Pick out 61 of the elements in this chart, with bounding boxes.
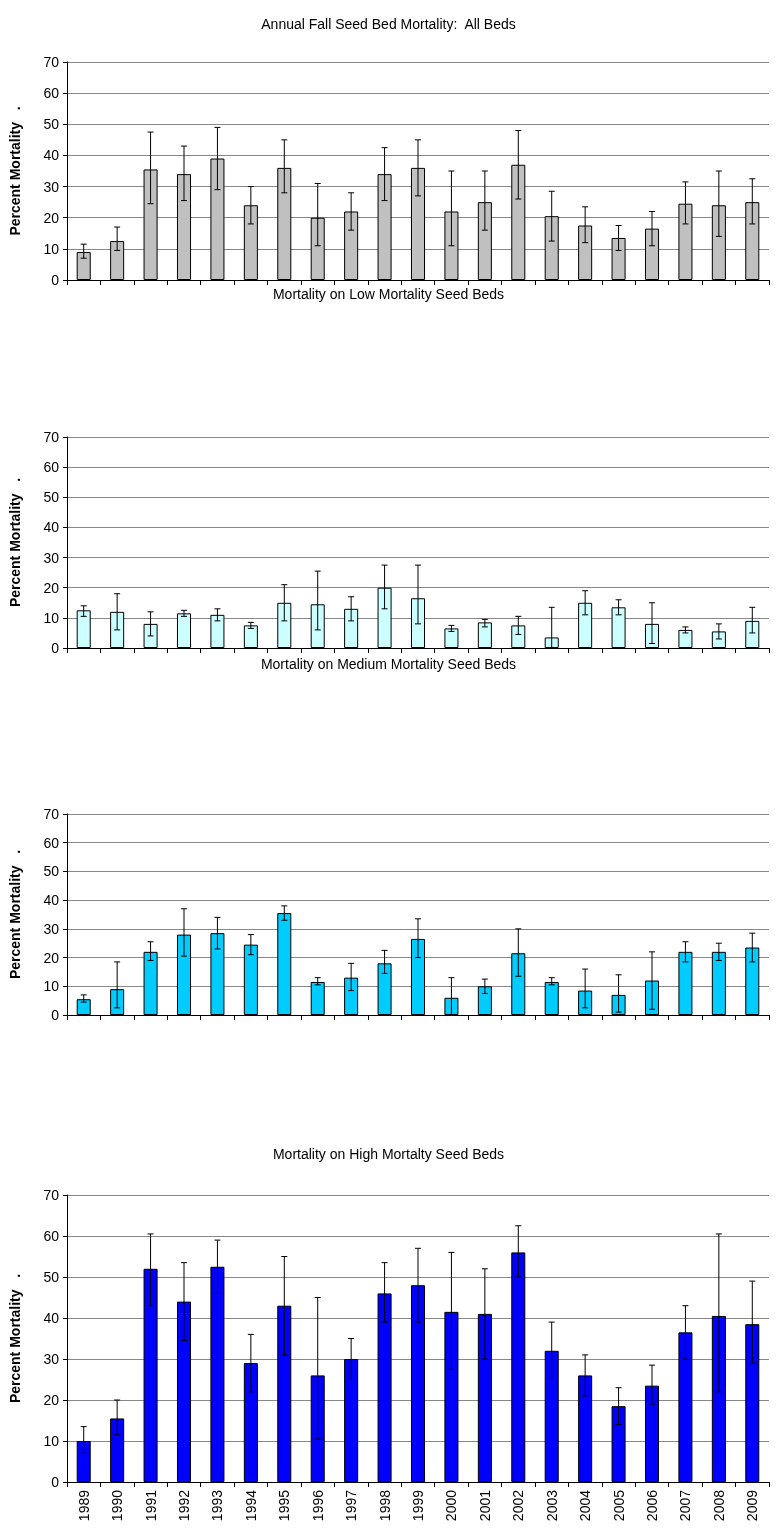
y-tick-label: 10: [43, 609, 60, 626]
y-tick-label: 20: [43, 1392, 60, 1408]
y-tick-label: 30: [43, 178, 60, 195]
y-tick-label: 60: [43, 459, 60, 476]
y-tick-label: 10: [43, 240, 60, 257]
x-tick-label: 2009: [744, 1489, 761, 1522]
x-tick-label: 1990: [109, 1489, 126, 1522]
y-tick-label: 50: [43, 863, 60, 880]
y-tick-label: 20: [43, 579, 60, 596]
x-tick-label: 2004: [577, 1489, 594, 1522]
y-tick-label: 20: [43, 949, 60, 966]
chart-title: Annual Fall Seed Bed Mortality: All Beds: [261, 16, 516, 32]
y-tick-label: 50: [43, 489, 60, 506]
x-tick-label: 1997: [343, 1489, 360, 1522]
y-tick-label: 40: [43, 147, 60, 164]
x-tick-label: 1993: [209, 1489, 226, 1522]
y-axis-title: Percent Mortality .: [7, 849, 23, 980]
y-tick-label: 40: [43, 892, 60, 909]
x-tick-label: 1999: [410, 1489, 426, 1522]
y-tick-label: 0: [51, 1007, 60, 1023]
y-tick-label: 20: [43, 209, 60, 226]
y-tick-label: 70: [43, 429, 60, 445]
x-tick-label: 1998: [376, 1489, 393, 1522]
y-tick-label: 40: [43, 519, 60, 536]
y-tick-label: 50: [43, 116, 60, 133]
y-tick-label: 10: [43, 978, 60, 995]
y-tick-label: 50: [43, 1269, 60, 1285]
y-tick-label: 70: [43, 806, 60, 822]
y-tick-label: 70: [43, 54, 60, 70]
y-tick-label: 40: [43, 1310, 60, 1326]
x-tick-label: 1996: [309, 1489, 326, 1522]
y-tick-label: 60: [43, 85, 60, 102]
y-axis-title: Percent Mortality .: [7, 106, 23, 236]
x-tick-label: 1989: [75, 1489, 92, 1522]
y-tick-label: 70: [43, 1187, 60, 1203]
x-tick-label: 2005: [610, 1489, 627, 1522]
x-tick-label: 2000: [443, 1489, 460, 1522]
y-tick-label: 0: [51, 272, 60, 288]
y-tick-label: 30: [43, 920, 60, 937]
y-axis-title: Percent Mortality .: [7, 477, 23, 608]
chart-title: Mortality on High Mortalty Seed Beds: [272, 1146, 505, 1162]
chart-title: Mortality on Low Mortality Seed Beds: [272, 286, 505, 302]
y-tick-label: 60: [43, 834, 60, 851]
x-tick-label: 1994: [242, 1489, 259, 1522]
x-tick-label: 2006: [644, 1489, 660, 1522]
y-tick-label: 30: [43, 1351, 60, 1367]
chart-title: Mortality on Medium Mortality Seed Beds: [260, 656, 517, 672]
x-tick-label: 2001: [476, 1489, 493, 1522]
x-tick-label: 2007: [677, 1489, 694, 1522]
y-tick-label: 0: [51, 1474, 60, 1490]
y-axis-title: Percent Mortality .: [7, 1273, 23, 1404]
y-tick-label: 60: [43, 1228, 60, 1244]
x-tick-label: 1995: [276, 1489, 293, 1522]
y-tick-label: 30: [43, 549, 60, 566]
x-tick-label: 2002: [510, 1489, 527, 1522]
x-tick-label: 2008: [710, 1489, 727, 1522]
y-tick-label: 10: [43, 1433, 60, 1449]
x-tick-label: 1991: [142, 1489, 159, 1522]
x-tick-label: 2003: [543, 1489, 560, 1522]
y-tick-label: 0: [51, 640, 60, 656]
x-tick-label: 1992: [176, 1489, 192, 1522]
